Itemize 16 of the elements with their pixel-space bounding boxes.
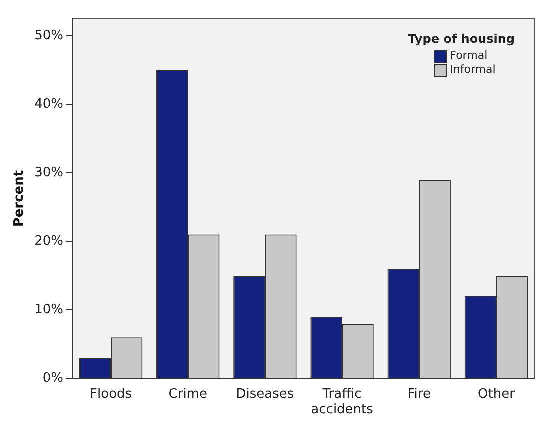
x-tick-label: Diseases bbox=[236, 386, 294, 402]
x-tick-label: Crime bbox=[168, 386, 208, 402]
y-tick-label: 10% bbox=[34, 302, 64, 318]
x-tick-label: Traffic accidents bbox=[311, 386, 374, 418]
y-tick-label: 20% bbox=[34, 234, 64, 250]
y-tick-label: 30% bbox=[34, 165, 64, 180]
x-tick-label: Floods bbox=[90, 386, 132, 402]
y-tick-label: 40% bbox=[34, 96, 64, 112]
y-tick-label: 0% bbox=[42, 371, 64, 386]
y-axis-title: Percent bbox=[12, 170, 28, 228]
y-tick-label: 50% bbox=[34, 28, 64, 44]
x-tick-label: Fire bbox=[408, 386, 431, 402]
legend-title: Type of housing bbox=[408, 32, 515, 46]
x-tick-label: Other bbox=[478, 386, 516, 402]
legend-label: Formal bbox=[450, 49, 488, 63]
legend-label: Informal bbox=[450, 63, 496, 77]
